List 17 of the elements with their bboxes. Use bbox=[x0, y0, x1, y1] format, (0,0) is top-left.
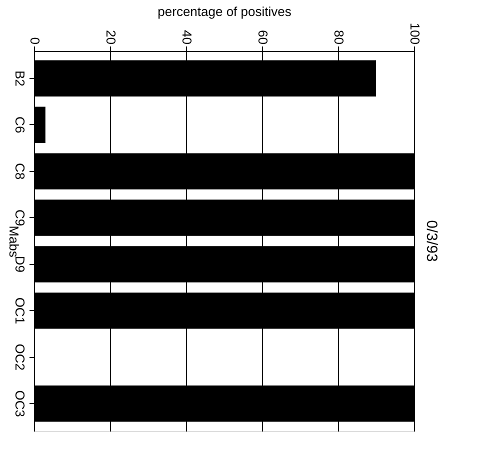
y-axis-title: Mabs bbox=[6, 226, 22, 258]
x-tick-label: 100 bbox=[408, 22, 422, 44]
x-tick-label: 0 bbox=[28, 37, 42, 44]
y-tick-label: C8 bbox=[12, 163, 28, 180]
y-tick-label: OC3 bbox=[12, 390, 28, 417]
y-tick-label: OC1 bbox=[12, 297, 28, 324]
y-tick-label: OC2 bbox=[12, 344, 28, 371]
text: 0/3/93 bbox=[423, 220, 440, 262]
y-tick-label: B2 bbox=[12, 70, 28, 86]
x-axis-title: percentage of positives bbox=[158, 4, 292, 19]
x-tick-label: 40 bbox=[180, 30, 194, 44]
x-tick-label: 60 bbox=[256, 30, 270, 44]
y-tick-label: C9 bbox=[12, 209, 28, 226]
x-tick-label: 80 bbox=[332, 30, 346, 44]
y-tick-label: D9 bbox=[12, 256, 28, 273]
y-tick-label: C6 bbox=[12, 116, 28, 134]
x-tick-label: 20 bbox=[104, 30, 118, 44]
